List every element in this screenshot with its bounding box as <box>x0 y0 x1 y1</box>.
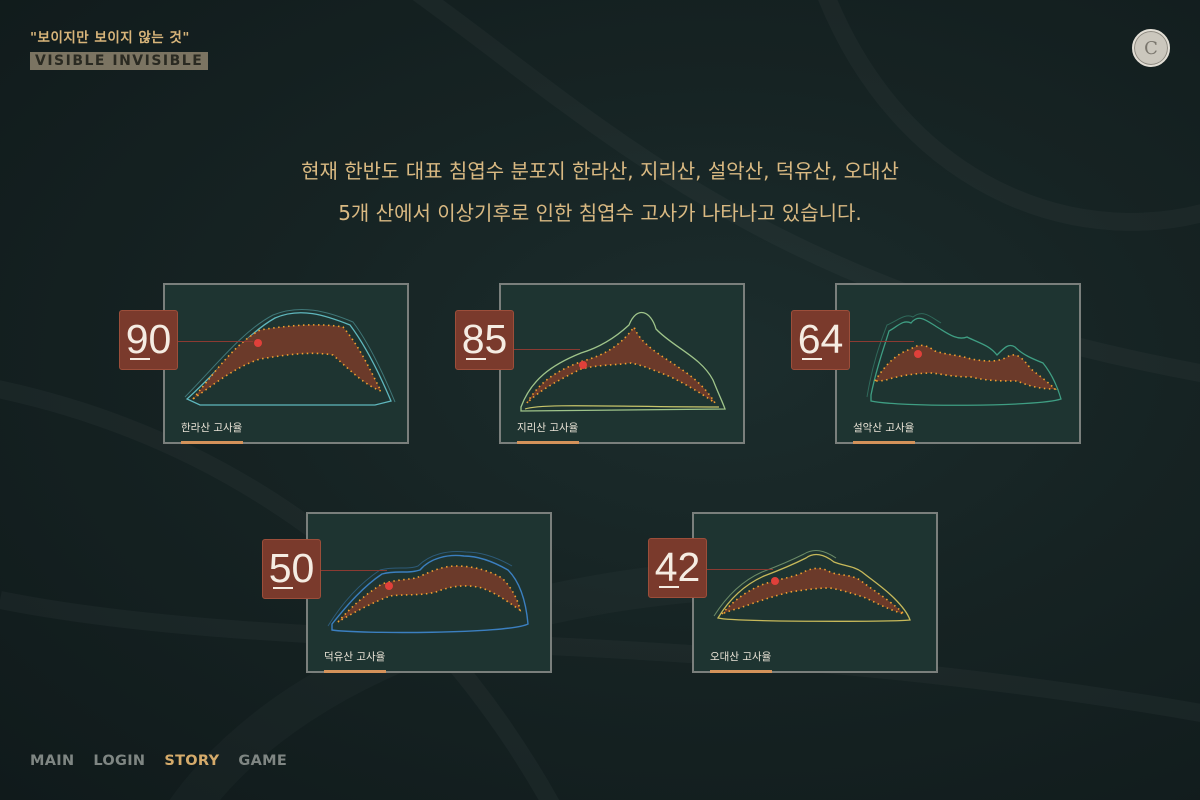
card-label: 설악산 고사율 <box>853 422 915 434</box>
rate-badge-jirisan: 85 <box>455 310 514 370</box>
card-underline <box>324 670 386 673</box>
nav-item-main[interactable]: MAIN <box>30 753 75 769</box>
rate-underline <box>802 358 822 360</box>
card-underline <box>710 670 772 673</box>
brand-quote: "보이지만 보이지 않는 것" <box>30 30 190 46</box>
rate-connector-line <box>514 349 580 350</box>
rate-badge-seoraksan: 64 <box>791 310 850 370</box>
mountain-card-seoraksan[interactable]: 설악산 고사율 <box>835 283 1081 444</box>
intro-line-2: 5개 산에서 이상기후로 인한 침엽수 고사가 나타나고 있습니다. <box>338 201 862 225</box>
card-underline <box>181 441 243 444</box>
rate-badge-hallasan: 90 <box>119 310 178 370</box>
deogyusan-mountain-graphic <box>327 551 529 634</box>
mountain-card-jirisan[interactable]: 지리산 고사율 <box>499 283 745 444</box>
bottom-nav: MAIN LOGIN STORY GAME <box>30 753 306 769</box>
rate-value: 42 <box>654 544 701 590</box>
rate-value: 85 <box>461 316 508 362</box>
rate-underline <box>273 587 293 589</box>
card-label: 지리산 고사율 <box>517 422 579 434</box>
mountain-card-hallasan[interactable]: 한라산 고사율 <box>163 283 409 444</box>
jirisan-mountain-graphic <box>520 312 726 412</box>
nav-item-game[interactable]: GAME <box>238 753 288 769</box>
card-underline <box>853 441 915 444</box>
rate-badge-deogyusan: 50 <box>262 539 321 599</box>
intro-line-1: 현재 한반도 대표 침엽수 분포지 한라산, 지리산, 설악산, 덕유산, 오대… <box>301 159 899 183</box>
card-label: 덕유산 고사율 <box>324 651 386 663</box>
brand-english-title: VISIBLE INVISIBLE <box>30 52 209 70</box>
seoraksan-mountain-graphic <box>866 313 1062 406</box>
mountain-card-odaesan[interactable]: 오대산 고사율 <box>692 512 938 673</box>
logo-badge-icon[interactable]: C <box>1132 29 1170 67</box>
rate-connector-line <box>850 341 914 342</box>
rate-connector-line <box>321 570 387 571</box>
rate-value: 90 <box>125 316 172 362</box>
nav-item-login[interactable]: LOGIN <box>93 753 146 769</box>
intro-text: 현재 한반도 대표 침엽수 분포지 한라산, 지리산, 설악산, 덕유산, 오대… <box>0 150 1200 234</box>
card-label: 오대산 고사율 <box>710 651 772 663</box>
rate-underline <box>659 586 679 588</box>
card-label: 한라산 고사율 <box>181 422 243 434</box>
logo-letter: C <box>1144 37 1158 59</box>
brand: "보이지만 보이지 않는 것" VISIBLE INVISIBLE <box>30 26 209 70</box>
rate-underline <box>130 358 150 360</box>
rate-value: 50 <box>268 545 315 591</box>
rate-value: 64 <box>797 316 844 362</box>
card-underline <box>517 441 579 444</box>
rate-badge-odaesan: 42 <box>648 538 707 598</box>
rate-connector-line <box>707 569 773 570</box>
odaesan-mountain-graphic <box>713 550 911 622</box>
hallasan-mountain-graphic <box>184 309 396 406</box>
mountain-card-deogyusan[interactable]: 덕유산 고사율 <box>306 512 552 673</box>
rate-connector-line <box>178 341 253 342</box>
rate-underline <box>466 358 486 360</box>
nav-item-story[interactable]: STORY <box>164 753 220 769</box>
